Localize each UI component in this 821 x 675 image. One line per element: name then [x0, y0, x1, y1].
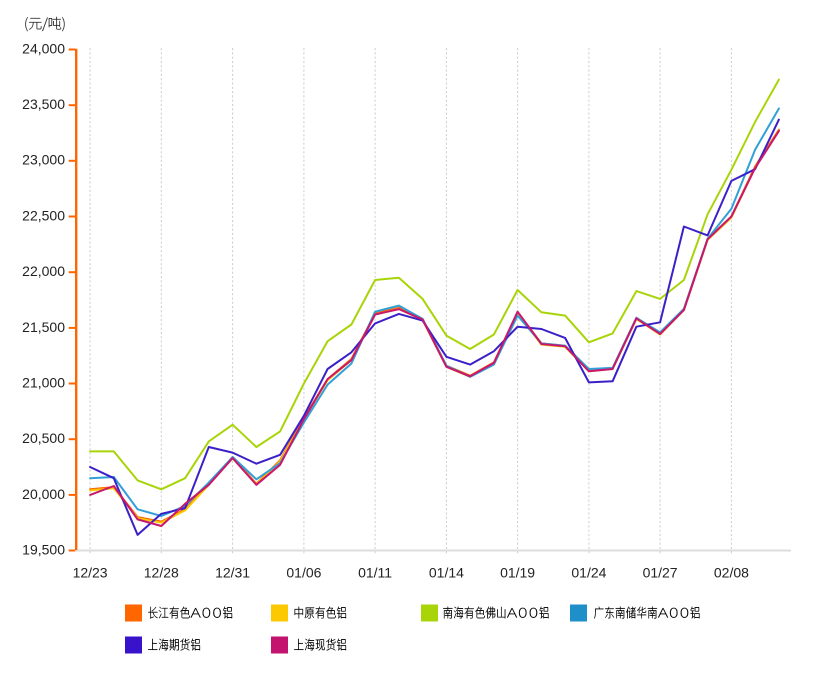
svg-text:21,000: 21,000	[22, 374, 65, 390]
svg-text:21,500: 21,500	[22, 319, 65, 335]
svg-text:22,500: 22,500	[22, 207, 65, 223]
svg-text:23,000: 23,000	[22, 152, 65, 168]
svg-text:01/11: 01/11	[358, 564, 392, 580]
svg-text:01/27: 01/27	[643, 564, 678, 580]
svg-text:24,000: 24,000	[22, 40, 65, 56]
svg-text:01/19: 01/19	[500, 564, 535, 580]
svg-text:19,500: 19,500	[22, 541, 65, 557]
svg-text:23,500: 23,500	[22, 96, 65, 112]
svg-text:12/31: 12/31	[215, 564, 250, 580]
svg-text:20,500: 20,500	[22, 430, 65, 446]
svg-text:22,000: 22,000	[22, 263, 65, 279]
svg-text:12/28: 12/28	[144, 564, 179, 580]
svg-text:20,000: 20,000	[22, 486, 65, 502]
svg-text:01/14: 01/14	[429, 564, 464, 580]
svg-text:01/06: 01/06	[286, 564, 321, 580]
svg-text:02/08: 02/08	[714, 564, 749, 580]
svg-text:12/23: 12/23	[73, 564, 108, 580]
svg-text:01/24: 01/24	[571, 564, 606, 580]
